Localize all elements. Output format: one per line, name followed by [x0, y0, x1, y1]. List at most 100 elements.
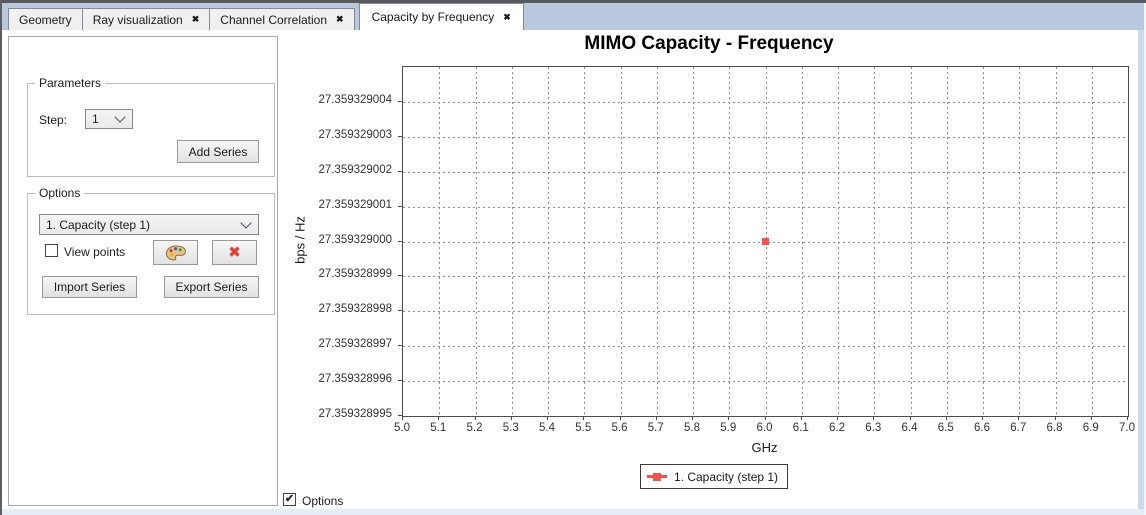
y-tick-mark	[398, 345, 402, 347]
red-cross-icon: ✖	[228, 244, 241, 261]
legend-marker-line	[647, 472, 667, 481]
delete-series-button[interactable]: ✖	[212, 240, 257, 265]
x-tick-mark	[474, 416, 476, 420]
y-tick-label: 27.359328996	[318, 373, 392, 386]
x-tick-mark	[909, 416, 911, 420]
x-axis: 5.0 5.1 5.2 5.3 5.4 5.5 5.6 5.7 5.8 5.9 6.0 6.1 6.2 6…	[394, 416, 1135, 450]
legend-label: 1. Capacity (step 1)	[674, 469, 779, 484]
y-tick-mark	[398, 415, 402, 416]
checkmark-icon: ✔	[284, 492, 295, 505]
tab-close-icon[interactable]: ✖	[191, 14, 200, 24]
export-series-button[interactable]: Export Series	[164, 276, 259, 298]
tab-ray-visualization[interactable]: Ray visualization ✖	[81, 8, 211, 30]
x-tick-mark	[982, 416, 983, 420]
y-tick-label: 27.359329004	[318, 93, 392, 106]
x-tick-mark	[764, 416, 766, 420]
x-tick-label: 5.1	[430, 422, 447, 434]
x-tick-mark	[547, 416, 548, 420]
options-checkbox[interactable]: ✔	[283, 493, 296, 506]
gridline-horizontal	[403, 206, 1128, 208]
series-select[interactable]: 1. Capacity (step 1)	[39, 214, 259, 235]
tab-capacity-by-frequency[interactable]: Capacity by Frequency ✖	[358, 3, 524, 30]
step-select-value: 1	[92, 112, 99, 126]
x-tick-mark	[583, 416, 585, 420]
x-tick-mark	[945, 416, 947, 420]
x-tick-label: 5.0	[394, 422, 410, 434]
y-tick-mark	[398, 380, 402, 382]
window-border-left	[0, 0, 2, 515]
gridline-horizontal	[403, 101, 1128, 103]
x-tick-label: 7.0	[1119, 422, 1135, 434]
x-tick-mark	[692, 416, 693, 420]
tab-close-icon[interactable]: ✖	[336, 14, 344, 24]
x-tick-mark	[1054, 416, 1056, 420]
x-tick-label: 5.5	[575, 422, 592, 434]
gridline-horizontal	[403, 381, 1128, 383]
series-color-button[interactable]	[153, 240, 198, 265]
gridline-horizontal	[403, 171, 1128, 173]
x-tick-label: 6.7	[1010, 422, 1027, 434]
y-tick-mark	[398, 275, 402, 277]
y-tick-label: 27.359328997	[318, 338, 392, 351]
y-tick-mark	[398, 170, 402, 172]
view-points-checkbox[interactable]: ✔	[45, 244, 58, 257]
tab-channel-correlation[interactable]: Channel Correlation ✖	[209, 8, 355, 30]
window-border-right	[1144, 3, 1146, 515]
x-tick-mark	[619, 416, 621, 420]
window-edge-right	[1138, 30, 1144, 509]
y-tick-label: 27.359329002	[318, 163, 392, 176]
palette-icon	[165, 244, 186, 261]
y-axis: 27.359328995 27.359328996 27.359328997 27.3…	[0, 66, 402, 420]
window-edge-bottom	[2, 509, 1144, 515]
x-tick-label: 6.5	[937, 422, 954, 434]
x-tick-label: 5.9	[720, 422, 737, 434]
x-tick-mark	[1127, 416, 1128, 420]
y-tick-mark	[398, 310, 402, 312]
tab-close-icon[interactable]: ✖	[503, 11, 511, 22]
y-tick-label: 27.359329000	[318, 233, 392, 246]
options-group-title: Options	[35, 186, 85, 200]
x-tick-label: 6.2	[829, 422, 845, 434]
x-tick-label: 6.8	[1046, 422, 1063, 434]
x-axis-label: GHz	[751, 440, 778, 455]
x-tick-mark	[873, 416, 875, 420]
add-series-button[interactable]: Add Series	[177, 140, 259, 163]
x-tick-label: 5.6	[611, 422, 628, 434]
gridline-horizontal	[403, 276, 1128, 278]
y-tick-label: 27.359328995	[318, 408, 392, 420]
x-tick-label: 6.0	[756, 422, 773, 434]
y-tick-label: 27.359328999	[318, 268, 392, 281]
legend-marker-square-icon	[653, 472, 661, 481]
gridline-horizontal	[403, 311, 1128, 313]
x-tick-mark	[655, 416, 657, 420]
series-control-panel: Parameters Step: 1 Add Series Options 1.…	[8, 36, 278, 506]
x-tick-label: 6.3	[865, 422, 882, 434]
chart-title: MIMO Capacity - Frequency	[584, 33, 834, 54]
x-tick-label: 6.9	[1082, 422, 1099, 434]
x-tick-label: 5.3	[502, 422, 519, 434]
tab-label: Capacity by Frequency	[371, 10, 495, 24]
view-points-label: View points	[64, 245, 126, 259]
gridline-horizontal	[403, 346, 1128, 348]
tab-label: Geometry	[19, 12, 72, 27]
x-tick-label: 6.1	[792, 422, 809, 434]
x-tick-label: 6.6	[974, 422, 990, 434]
x-tick-mark	[1018, 416, 1020, 420]
y-tick-mark	[398, 240, 402, 242]
tab-geometry[interactable]: Geometry	[8, 8, 83, 30]
x-tick-label: 6.4	[901, 422, 918, 434]
x-tick-mark	[800, 416, 802, 420]
x-tick-mark	[438, 416, 440, 420]
tab-label: Ray visualization	[92, 12, 183, 27]
x-tick-mark	[1090, 416, 1092, 420]
tab-label: Channel Correlation	[220, 12, 328, 27]
y-tick-label: 27.359329003	[318, 128, 392, 141]
x-tick-label: 5.4	[539, 422, 555, 434]
window-border-top	[0, 0, 1146, 3]
x-tick-mark	[402, 416, 403, 420]
plot-area	[402, 66, 1129, 417]
step-select[interactable]: 1	[85, 109, 133, 129]
import-series-button[interactable]: Import Series	[42, 276, 137, 298]
parameters-group: Parameters	[27, 76, 275, 177]
